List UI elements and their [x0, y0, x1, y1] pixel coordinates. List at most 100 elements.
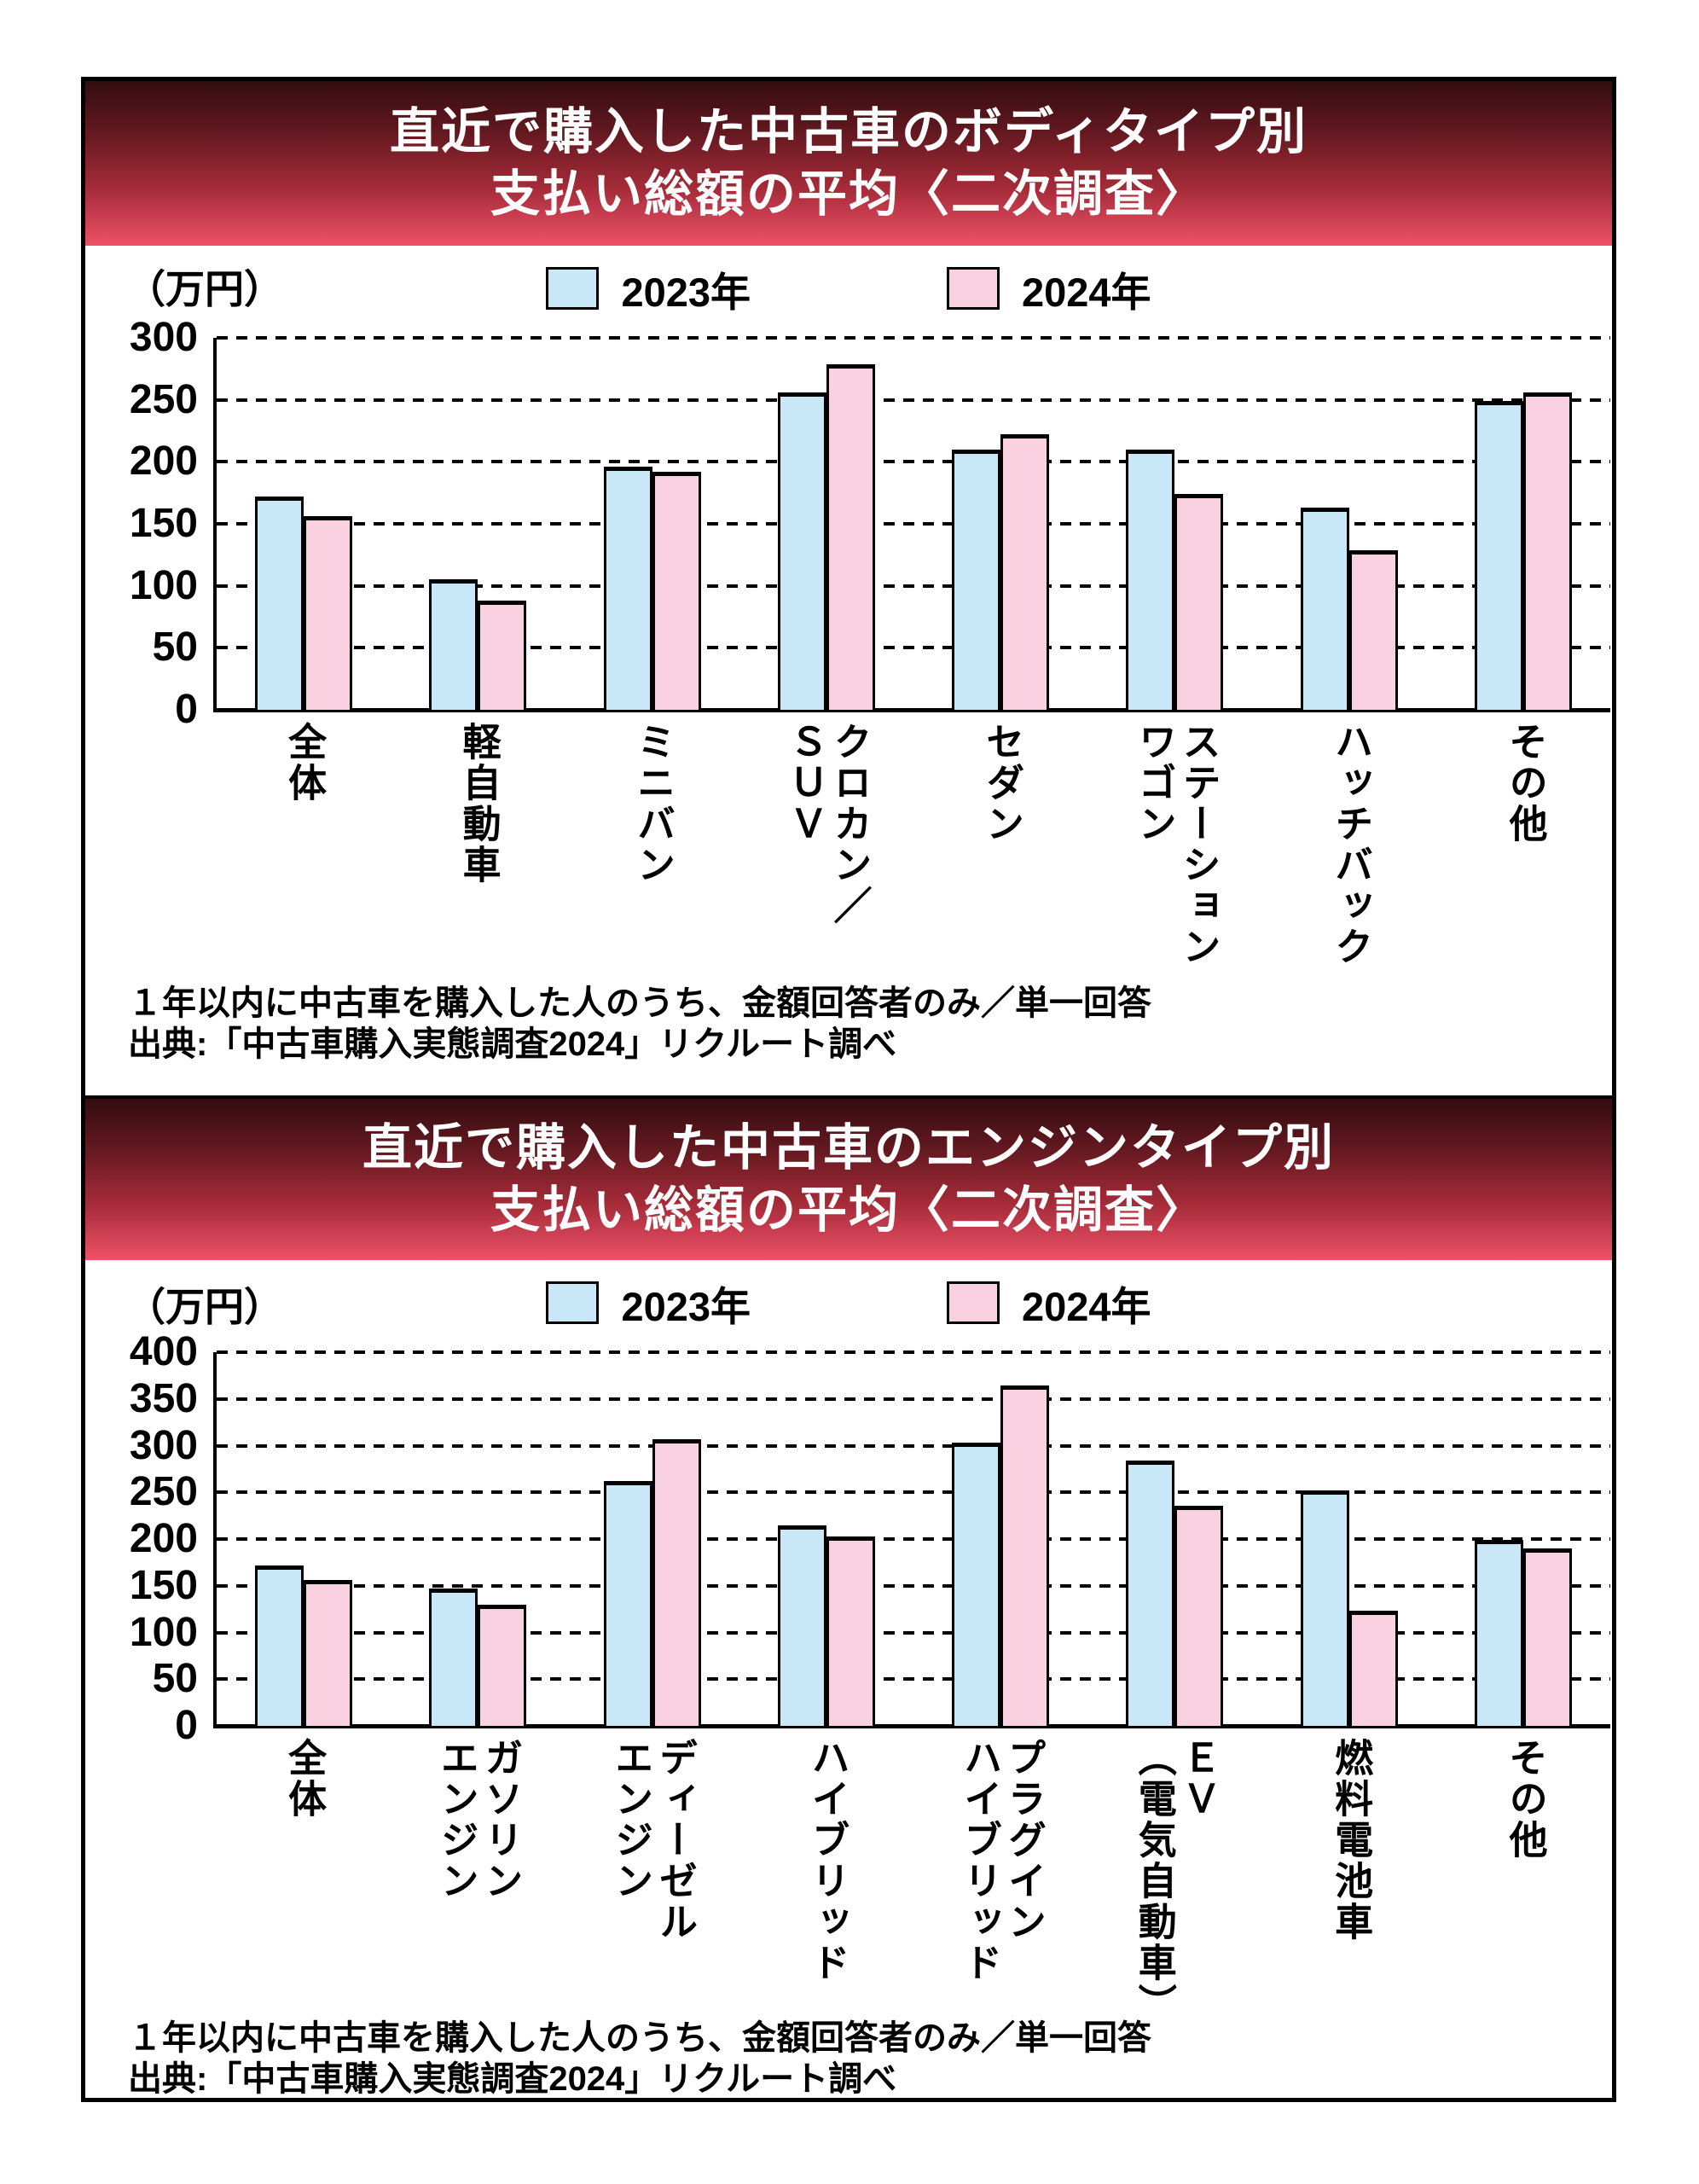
x-axis-baseline: [213, 708, 1610, 712]
bar-2023年-4: [952, 449, 1001, 710]
gridline-400: [217, 1350, 1610, 1354]
bar-2024年-3: [826, 1536, 875, 1726]
chart1-footnote-line2: 出典:「中古車購入実態調査2024」リクルート調べ: [128, 1025, 897, 1063]
x-label-cell-3: ハイブリッド: [740, 1738, 915, 2024]
chart1-title-line1: 直近で購入した中古車のボディタイプ別: [390, 103, 1308, 160]
x-label-0: 全体: [282, 722, 327, 804]
bar-2023年-0: [255, 497, 304, 710]
y-tick-label-100: 100: [129, 562, 198, 608]
x-label-3: ハイブリッド: [805, 1738, 850, 1984]
bar-group-7: [1436, 338, 1610, 710]
bar-2023年-2: [603, 467, 652, 710]
x-label-0: 全体: [282, 1738, 327, 1820]
bar-group-1: [391, 338, 565, 710]
x-label-cell-2: ディーゼル エンジン: [565, 1738, 740, 2024]
chart1-legend-item-2023: 2023年: [546, 259, 751, 318]
gridline-200: [217, 1537, 1610, 1541]
chart1-x-axis-labels: 全体 軽自動車 ミニバン クロカン／ ＳＵＶ セダン ステーション ワゴン ハッチバック その…: [217, 722, 1612, 978]
x-label-5: ＥＶ （電気自動車）: [1132, 1738, 1221, 2024]
bar-2023年-1: [429, 1589, 478, 1726]
bar-2024年-5: [1174, 494, 1224, 710]
chart2-plot-area: 0 50 100 150 200 250 300 350 400: [85, 1332, 1612, 1746]
gridline-150: [217, 1583, 1610, 1588]
bar-2023年-6: [1300, 1490, 1349, 1726]
chart1-legend: 2023年 2024年: [85, 258, 1612, 319]
bar-2023年-7: [1474, 1540, 1523, 1726]
chart2-unit-label: （万円）: [126, 1285, 283, 1329]
bar-2023年-5: [1126, 449, 1175, 710]
engine-type-chart-section: 直近で購入した中古車のエンジンタイプ別 支払い総額の平均〈二次調査〉 （万円） …: [85, 1095, 1612, 2100]
bar-2024年-7: [1522, 392, 1572, 710]
chart1-y-axis-labels: 0 50 100 150 200 250 300: [85, 317, 213, 730]
chart2-footnote: １年以内に中古車を購入した人のうち、金額回答者のみ／単一回答 出典:「中古車購入…: [128, 2018, 1612, 2100]
bar-2024年-6: [1348, 549, 1398, 710]
chart1-footnote-line1: １年以内に中古車を購入した人のうち、金額回答者のみ／単一回答: [128, 985, 1151, 1022]
bar-2024年-4: [1000, 1385, 1050, 1726]
x-label-6: ハッチバック: [1329, 722, 1373, 967]
chart1-plot: [213, 336, 1610, 712]
gridline-100: [217, 584, 1610, 588]
bar-2024年-2: [652, 471, 701, 710]
x-label-6: 燃料電池車: [1329, 1738, 1373, 1943]
bar-2024年-0: [304, 516, 353, 710]
bar-2023年-3: [777, 1525, 826, 1726]
legend-swatch-2023: [546, 1281, 600, 1324]
x-label-cell-7: その他: [1438, 722, 1613, 978]
y-tick-label-100: 100: [129, 1609, 198, 1655]
legend-label-2024: 2024年: [1022, 1283, 1151, 1329]
bar-group-4: [913, 1352, 1087, 1726]
bar-2024年-7: [1522, 1548, 1572, 1726]
bar-group-5: [1087, 338, 1261, 710]
bars-grid: [217, 1352, 1610, 1726]
bar-group-5: [1087, 1352, 1261, 1726]
bar-2023年-3: [777, 392, 826, 710]
legend-label-2023: 2023年: [621, 1283, 751, 1329]
y-tick-label-250: 250: [129, 376, 198, 422]
chart2-title-line1: 直近で購入した中古車のエンジンタイプ別: [362, 1119, 1335, 1176]
x-label-cell-1: ガソリン エンジン: [391, 1738, 566, 2024]
x-label-cell-6: ハッチバック: [1263, 722, 1438, 978]
gridline-350: [217, 1397, 1610, 1401]
gridline-250: [217, 398, 1610, 402]
bar-2024年-1: [478, 1604, 527, 1726]
bar-group-0: [217, 338, 391, 710]
bar-2023年-4: [952, 1443, 1001, 1726]
y-tick-label-300: 300: [129, 315, 198, 360]
chart2-legend: 2023年 2024年: [85, 1272, 1612, 1333]
chart2-title-line2: 支払い総額の平均〈二次調査〉: [490, 1182, 1207, 1238]
gridline-50: [217, 646, 1610, 650]
bar-group-2: [565, 1352, 739, 1726]
bar-group-3: [739, 1352, 913, 1726]
bar-2023年-2: [603, 1481, 652, 1726]
bar-group-6: [1262, 338, 1436, 710]
y-tick-label-200: 200: [129, 439, 198, 485]
chart2-x-axis-labels: 全体 ガソリン エンジン ディーゼル エンジン ハイブリッド プラグイン ハイブリッド Ｅ…: [217, 1738, 1612, 2024]
x-label-2: ディーゼル エンジン: [609, 1738, 697, 1943]
bar-group-4: [913, 338, 1087, 710]
x-label-cell-0: 全体: [217, 1738, 391, 2024]
chart2-title-banner: 直近で購入した中古車のエンジンタイプ別 支払い総額の平均〈二次調査〉: [85, 1095, 1612, 1260]
bar-2023年-5: [1126, 1461, 1175, 1726]
legend-swatch-2024: [947, 1281, 1000, 1324]
gridline-200: [217, 460, 1610, 464]
bar-2024年-6: [1348, 1611, 1398, 1726]
y-tick-label-150: 150: [129, 501, 198, 546]
chart2-plot: [213, 1350, 1610, 1728]
bar-2023年-0: [255, 1565, 304, 1726]
bar-2024年-2: [652, 1438, 701, 1726]
y-tick-label-200: 200: [129, 1516, 198, 1561]
bar-2024年-5: [1174, 1505, 1224, 1726]
y-tick-label-0: 0: [175, 687, 198, 732]
body-type-chart-section: 直近で購入した中古車のボディタイプ別 支払い総額の平均〈二次調査〉 （万円） 2…: [85, 81, 1612, 1065]
chart2-y-axis-labels: 0 50 100 150 200 250 300 350 400: [85, 1332, 213, 1746]
chart1-legend-item-2024: 2024年: [947, 259, 1151, 318]
gridline-50: [217, 1677, 1610, 1682]
gridline-100: [217, 1630, 1610, 1635]
bars-grid: [217, 338, 1610, 710]
chart1-plot-area: 0 50 100 150 200 250 300: [85, 317, 1612, 730]
gridline-150: [217, 522, 1610, 526]
bar-group-7: [1436, 1352, 1610, 1726]
bar-2024年-0: [304, 1580, 353, 1726]
chart2-legend-item-2023: 2023年: [546, 1274, 751, 1333]
x-label-cell-0: 全体: [217, 722, 391, 978]
